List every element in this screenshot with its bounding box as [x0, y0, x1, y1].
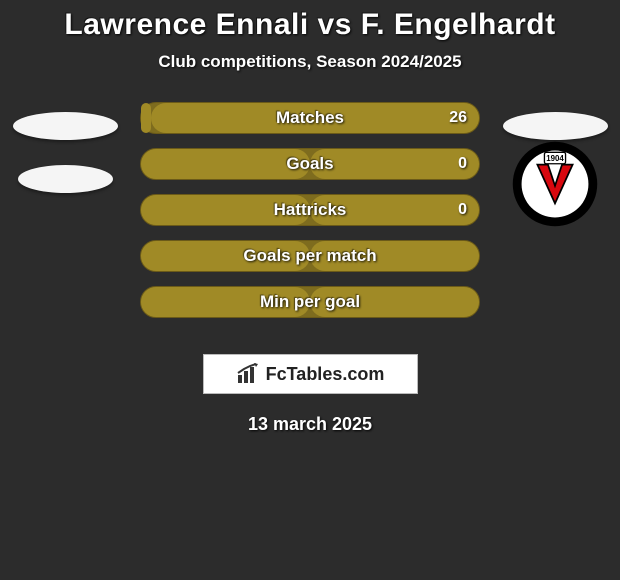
bar-label: Min per goal [141, 287, 479, 317]
chart-icon [236, 363, 262, 385]
player-photo-placeholder [13, 112, 118, 140]
comparison-bars: Matches26Goals0Hattricks0Goals per match… [140, 102, 480, 318]
club-badge-viktoria-koln: 1904 VIKTORIA KÖLN [505, 140, 605, 228]
stat-bar: Min per goal [140, 286, 480, 318]
subtitle: Club competitions, Season 2024/2025 [0, 52, 620, 72]
bar-value-right: 0 [458, 149, 467, 179]
player-photo-placeholder [503, 112, 608, 140]
bar-label: Goals [141, 149, 479, 179]
left-player-column [0, 102, 130, 193]
stat-bar: Hattricks0 [140, 194, 480, 226]
bar-label: Hattricks [141, 195, 479, 225]
right-player-column: 1904 VIKTORIA KÖLN [490, 102, 620, 228]
bar-value-right: 26 [449, 103, 467, 133]
generation-date: 13 march 2025 [0, 414, 620, 435]
stat-bar: Matches26 [140, 102, 480, 134]
club-logo-placeholder [18, 165, 113, 193]
stat-bar: Goals per match [140, 240, 480, 272]
page-title: Lawrence Ennali vs F. Engelhardt [0, 8, 620, 42]
fctables-logo: FcTables.com [203, 354, 418, 394]
bar-label: Goals per match [141, 241, 479, 271]
bar-label: Matches [141, 103, 479, 133]
stats-area: 1904 VIKTORIA KÖLN Matches26Goals0Hattri… [0, 102, 620, 342]
badge-year: 1904 [546, 154, 564, 163]
stat-bar: Goals0 [140, 148, 480, 180]
logo-text: FcTables.com [266, 364, 385, 385]
bar-value-right: 0 [458, 195, 467, 225]
